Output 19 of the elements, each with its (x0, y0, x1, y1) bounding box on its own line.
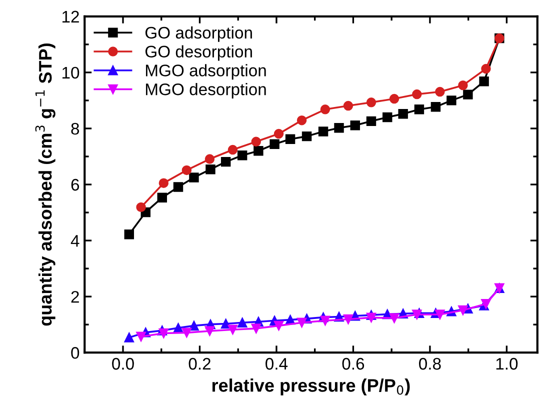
x-tick-label: 0.4 (266, 358, 288, 370)
x-tick-label: 0.6 (342, 358, 364, 370)
legend-label: MGO adsorption (146, 64, 266, 80)
y-tick-label: 10 (62, 66, 80, 79)
y-tick-label: 0 (71, 347, 80, 359)
x-tick-label: 0.0 (112, 358, 134, 370)
legend-label: GO desorption (145, 45, 252, 61)
y-tick-label: 6 (71, 178, 80, 191)
x-tick-label: 0.2 (188, 358, 210, 370)
legend-label: GO adsorption (145, 26, 252, 42)
y-tick-label: 2 (71, 290, 79, 303)
x-axis-title: relative pressure (P/P$_{0}$) (212, 378, 410, 396)
y-tick-label: 8 (71, 122, 80, 135)
y-tick-label: 4 (70, 235, 80, 247)
y-tick-label: 12 (62, 10, 79, 22)
x-tick-label: 0.8 (419, 358, 441, 370)
x-tick-label: 1.0 (496, 358, 518, 370)
legend-label: MGO desorption (146, 83, 266, 99)
y-axis-title: quantity adsorbed (cm$^{3}$ g$^{−1}$ STP) (35, 44, 56, 326)
